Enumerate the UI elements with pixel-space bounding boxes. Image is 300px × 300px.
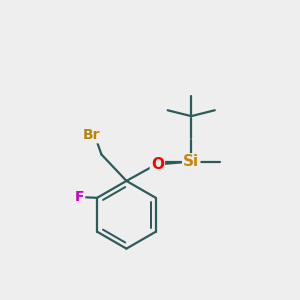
Text: F: F <box>75 190 84 204</box>
Text: Br: Br <box>82 128 100 142</box>
Text: O: O <box>151 157 164 172</box>
Text: Si: Si <box>183 154 199 169</box>
